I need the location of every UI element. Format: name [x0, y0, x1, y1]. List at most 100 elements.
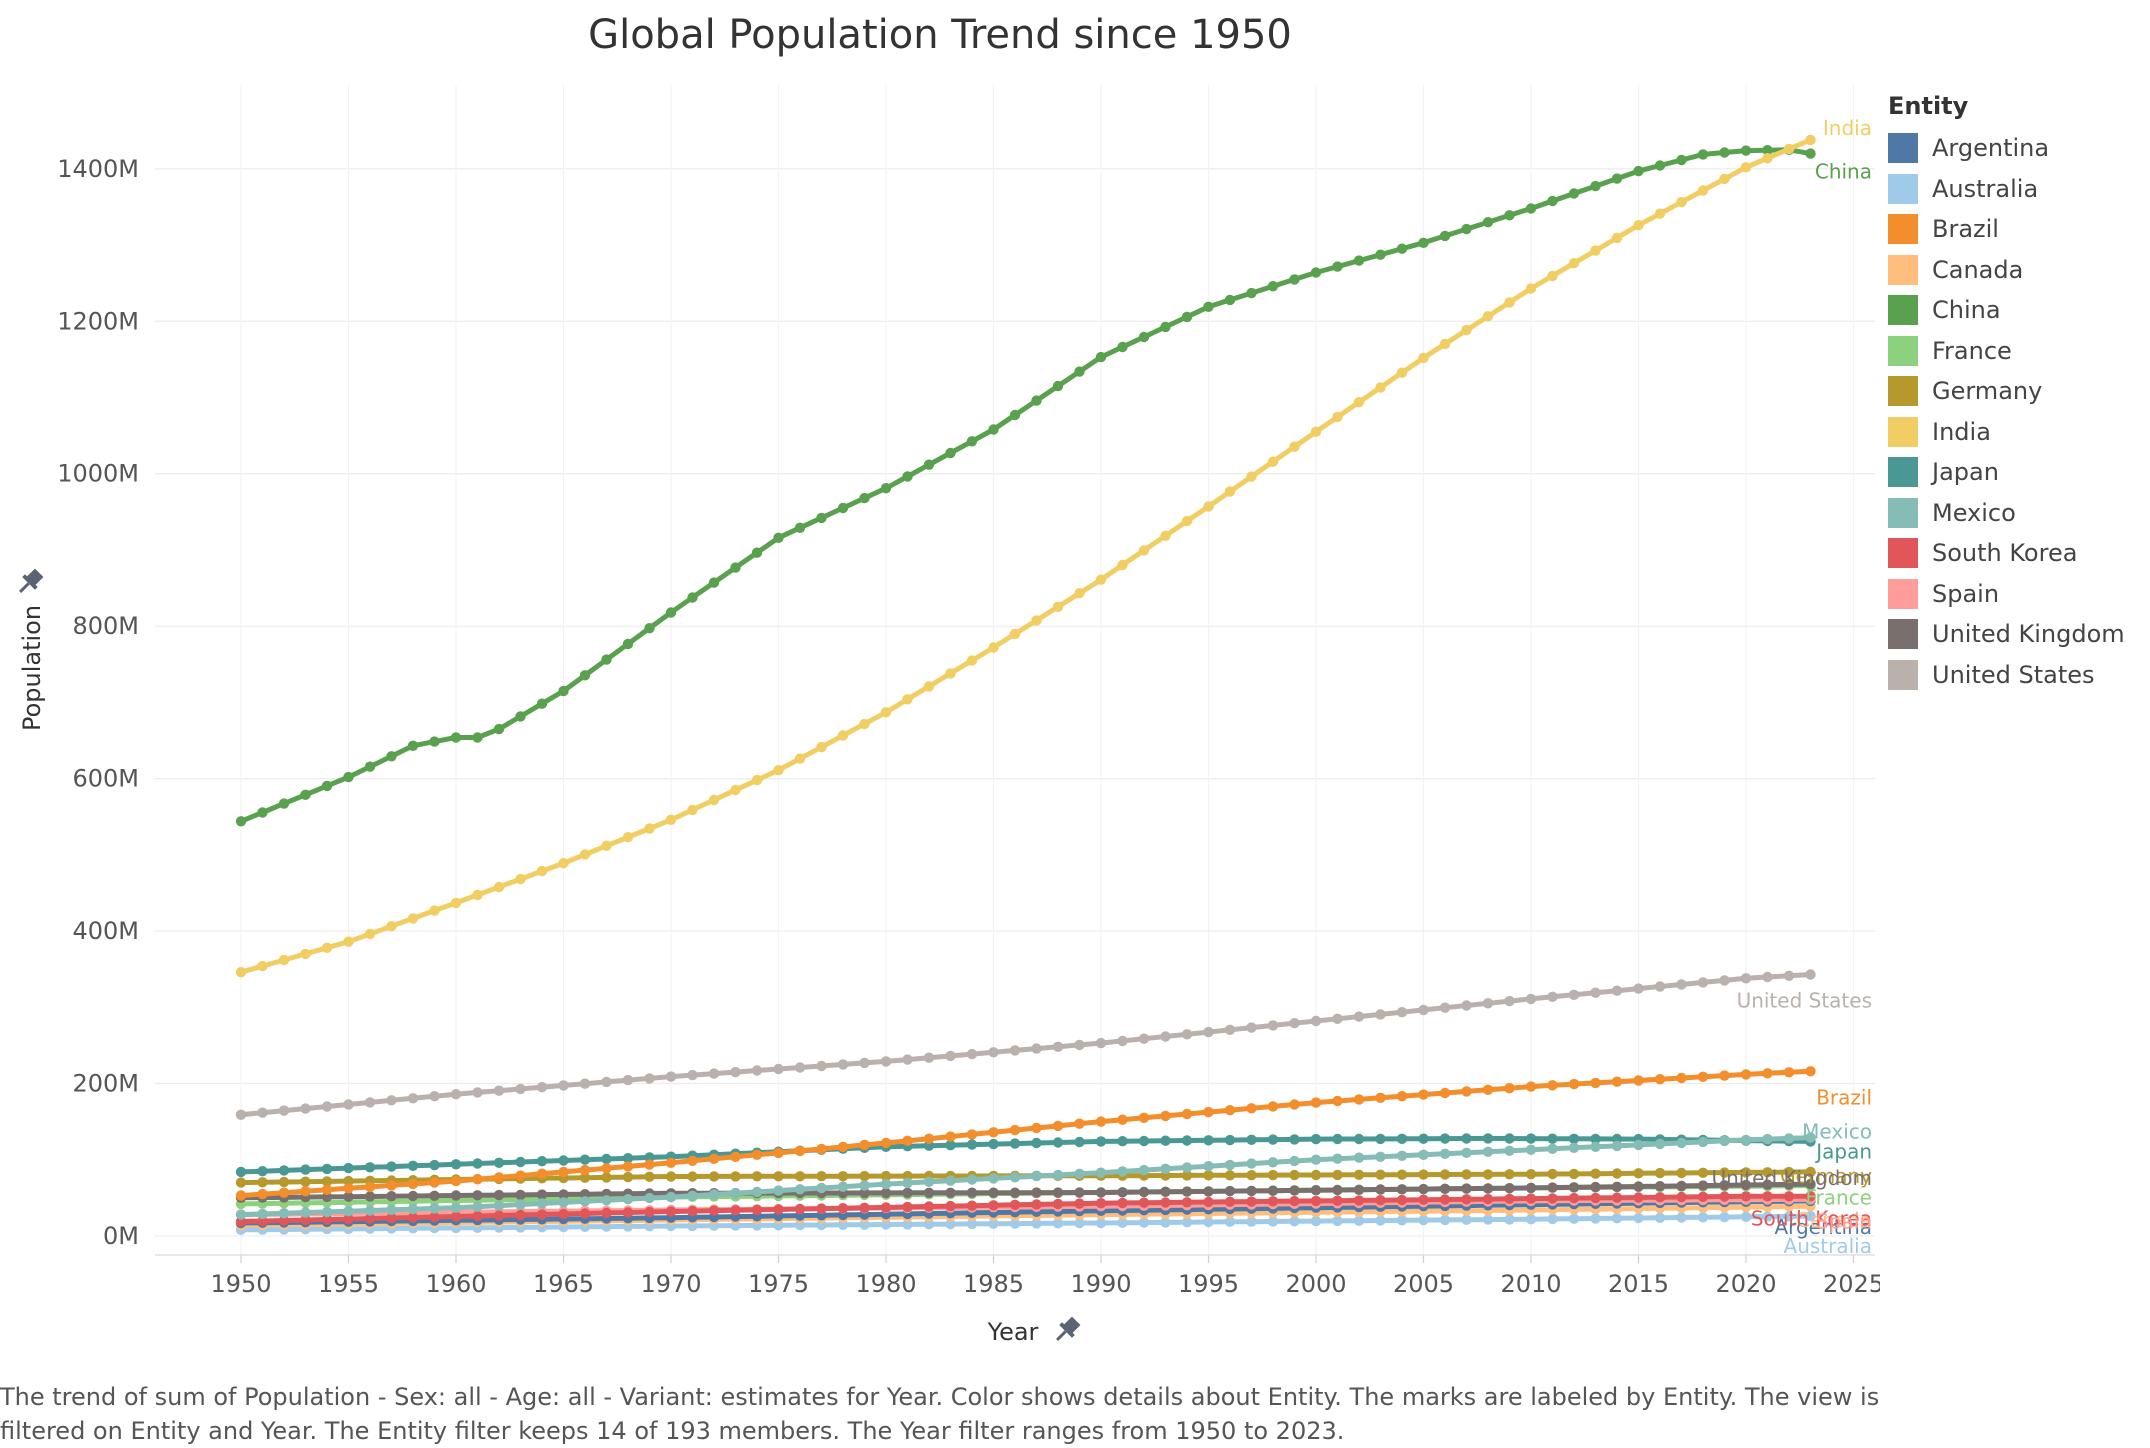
- data-point[interactable]: [1117, 1035, 1128, 1047]
- data-point[interactable]: [1160, 321, 1171, 333]
- data-point[interactable]: [1568, 1182, 1580, 1193]
- data-point[interactable]: [536, 865, 548, 877]
- data-point[interactable]: [450, 1159, 462, 1170]
- data-point[interactable]: [450, 732, 462, 743]
- data-point[interactable]: [1654, 1181, 1666, 1192]
- data-point[interactable]: [1375, 1195, 1386, 1206]
- data-point[interactable]: [751, 1186, 763, 1198]
- data-point[interactable]: [1181, 1170, 1193, 1181]
- data-point[interactable]: [1676, 1167, 1687, 1179]
- data-point[interactable]: [880, 1202, 892, 1213]
- data-point[interactable]: [386, 1204, 397, 1216]
- data-point[interactable]: [816, 512, 827, 524]
- data-point[interactable]: [816, 1203, 827, 1214]
- data-point[interactable]: [816, 1060, 827, 1072]
- data-point[interactable]: [1805, 969, 1816, 980]
- data-point[interactable]: [859, 1187, 870, 1199]
- data-point[interactable]: [1181, 1135, 1193, 1146]
- data-point[interactable]: [429, 1159, 440, 1171]
- data-point[interactable]: [1740, 1134, 1752, 1146]
- data-point[interactable]: [1547, 1080, 1558, 1091]
- data-point[interactable]: [1783, 970, 1795, 981]
- data-point[interactable]: [1289, 1155, 1300, 1167]
- data-point[interactable]: [1633, 1212, 1644, 1224]
- data-point[interactable]: [1353, 1195, 1365, 1206]
- data-point[interactable]: [300, 789, 311, 800]
- data-point[interactable]: [1418, 1089, 1429, 1100]
- data-point[interactable]: [1418, 1183, 1429, 1195]
- data-point[interactable]: [1160, 530, 1171, 541]
- data-point[interactable]: [1095, 1136, 1107, 1147]
- data-point[interactable]: [1396, 1091, 1408, 1102]
- data-point[interactable]: [1482, 998, 1494, 1009]
- data-point[interactable]: [1525, 203, 1537, 214]
- data-point[interactable]: [1353, 1011, 1365, 1022]
- data-point[interactable]: [1461, 1183, 1472, 1194]
- data-point[interactable]: [1719, 1167, 1730, 1178]
- data-point[interactable]: [1633, 1181, 1644, 1192]
- data-point[interactable]: [493, 881, 505, 893]
- data-point[interactable]: [278, 1105, 290, 1116]
- data-point[interactable]: [902, 1054, 913, 1065]
- data-point[interactable]: [730, 562, 741, 573]
- data-point[interactable]: [300, 1103, 311, 1114]
- data-point[interactable]: [1547, 195, 1558, 207]
- data-point[interactable]: [665, 607, 677, 618]
- data-point[interactable]: [321, 1206, 333, 1218]
- data-point[interactable]: [644, 1192, 655, 1204]
- data-point[interactable]: [1138, 1197, 1150, 1208]
- data-point[interactable]: [644, 1159, 655, 1170]
- data-point[interactable]: [708, 1171, 720, 1182]
- data-point[interactable]: [1052, 1187, 1064, 1198]
- data-point[interactable]: [579, 1208, 591, 1219]
- data-point[interactable]: [1482, 311, 1494, 322]
- data-point[interactable]: [665, 1191, 677, 1203]
- data-point[interactable]: [1203, 1135, 1214, 1146]
- data-point[interactable]: [1590, 1168, 1601, 1179]
- data-point[interactable]: [601, 840, 612, 851]
- data-point[interactable]: [1611, 985, 1623, 996]
- data-point[interactable]: [730, 1171, 741, 1182]
- data-point[interactable]: [988, 642, 999, 653]
- data-point[interactable]: [708, 577, 720, 588]
- data-point[interactable]: [1332, 411, 1343, 423]
- data-point[interactable]: [1439, 1087, 1451, 1099]
- data-point[interactable]: [1504, 1214, 1515, 1225]
- data-point[interactable]: [579, 849, 591, 860]
- data-point[interactable]: [364, 1191, 376, 1202]
- data-point[interactable]: [773, 1171, 784, 1182]
- data-point[interactable]: [1439, 1183, 1451, 1195]
- data-point[interactable]: [1697, 1212, 1709, 1223]
- data-point[interactable]: [966, 1174, 978, 1185]
- data-point[interactable]: [321, 780, 333, 792]
- data-point[interactable]: [1719, 1211, 1730, 1223]
- data-point[interactable]: [1246, 1185, 1257, 1197]
- data-point[interactable]: [1461, 1086, 1472, 1097]
- data-point[interactable]: [235, 1209, 247, 1220]
- data-point[interactable]: [622, 1207, 634, 1218]
- data-point[interactable]: [1633, 1192, 1644, 1203]
- data-point[interactable]: [1353, 1152, 1365, 1163]
- data-point[interactable]: [1439, 1194, 1451, 1205]
- data-point[interactable]: [794, 1171, 806, 1182]
- data-point[interactable]: [1310, 267, 1322, 278]
- data-point[interactable]: [1375, 1215, 1386, 1226]
- data-point[interactable]: [278, 1215, 290, 1226]
- data-point[interactable]: [235, 967, 247, 978]
- data-point[interactable]: [773, 1147, 784, 1159]
- data-point[interactable]: [1633, 983, 1644, 994]
- data-point[interactable]: [1525, 283, 1537, 294]
- data-point[interactable]: [1052, 1041, 1064, 1053]
- data-point[interactable]: [1052, 1137, 1064, 1148]
- data-point[interactable]: [1783, 1067, 1795, 1078]
- data-point[interactable]: [1095, 1198, 1107, 1209]
- data-point[interactable]: [988, 1047, 999, 1058]
- data-point[interactable]: [558, 1197, 569, 1208]
- data-point[interactable]: [472, 732, 483, 743]
- y-axis-pin-icon[interactable]: [14, 566, 46, 598]
- data-point[interactable]: [1525, 1193, 1537, 1204]
- data-point[interactable]: [1203, 1106, 1214, 1118]
- data-point[interactable]: [1224, 294, 1236, 306]
- data-point[interactable]: [1805, 134, 1816, 146]
- data-point[interactable]: [1117, 1217, 1128, 1229]
